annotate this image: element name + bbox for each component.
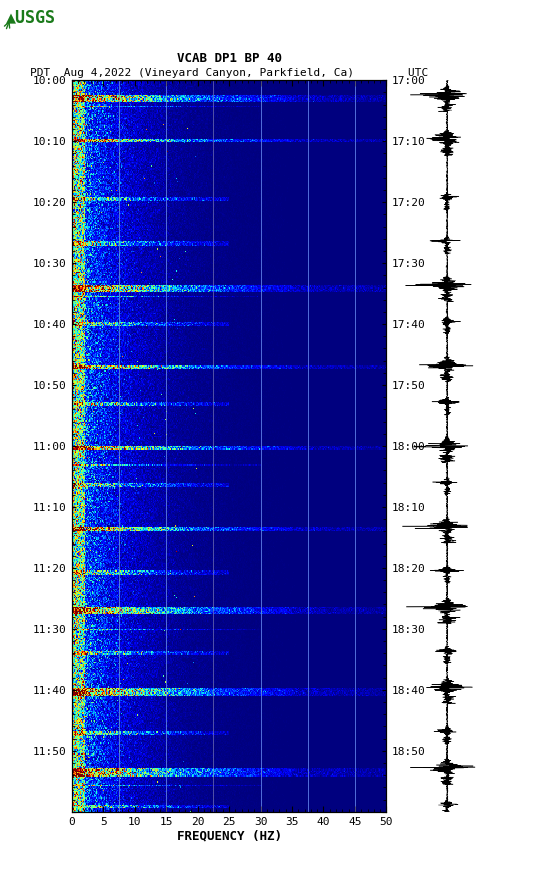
Text: VCAB DP1 BP 40: VCAB DP1 BP 40	[177, 53, 282, 65]
Text: ▲USGS: ▲USGS	[6, 9, 56, 27]
Text: PDT  Aug 4,2022 (Vineyard Canyon, Parkfield, Ca)        UTC: PDT Aug 4,2022 (Vineyard Canyon, Parkfie…	[30, 68, 428, 78]
X-axis label: FREQUENCY (HZ): FREQUENCY (HZ)	[177, 830, 282, 842]
